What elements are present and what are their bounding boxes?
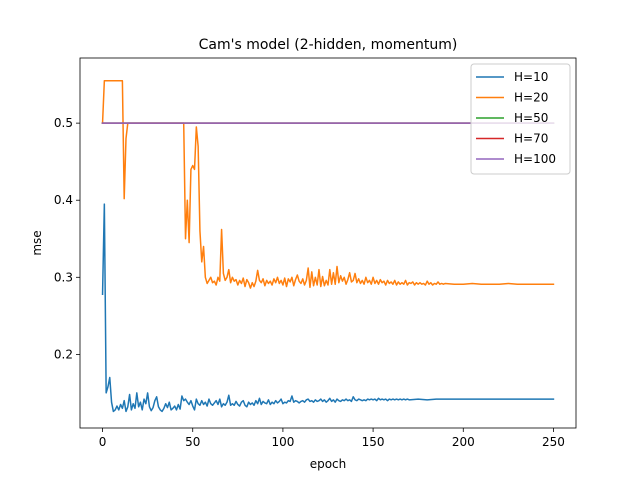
y-tick-label: 0.5: [54, 116, 73, 130]
x-axis-ticks: 0 50 100 150 200 250: [99, 428, 565, 449]
series-line-1: [101, 79, 555, 289]
y-tick-label: 0.4: [54, 193, 73, 207]
legend-label: H=50: [514, 111, 548, 125]
legend-label: H=100: [514, 152, 556, 166]
x-tick-label: 250: [542, 435, 565, 449]
legend-box: [470, 63, 571, 175]
chart-title: Cam's model (2-hidden, momentum): [199, 37, 458, 53]
y-axis-ticks: 0.2 0.3 0.4 0.5: [54, 116, 80, 361]
x-tick-label: 0: [99, 435, 107, 449]
y-tick-label: 0.2: [54, 347, 73, 361]
legend-label: H=10: [514, 70, 548, 84]
x-axis-label: epoch: [310, 457, 347, 471]
y-axis-label: mse: [30, 230, 44, 255]
legend-label: H=20: [514, 91, 548, 105]
axes-frame: [79, 57, 577, 429]
x-tick-label: 100: [271, 435, 294, 449]
x-tick-label: 50: [185, 435, 200, 449]
x-tick-label: 200: [452, 435, 475, 449]
legend: H=10 H=20 H=50 H=70 H=100: [470, 63, 571, 175]
y-tick-label: 0.3: [54, 270, 73, 284]
plot-area: 0 50 100 150 200 250 0.2 0.3 0.4 0.5: [54, 57, 577, 449]
legend-label: H=70: [514, 132, 548, 146]
x-tick-label: 150: [362, 435, 385, 449]
series-line-0: [101, 203, 555, 413]
